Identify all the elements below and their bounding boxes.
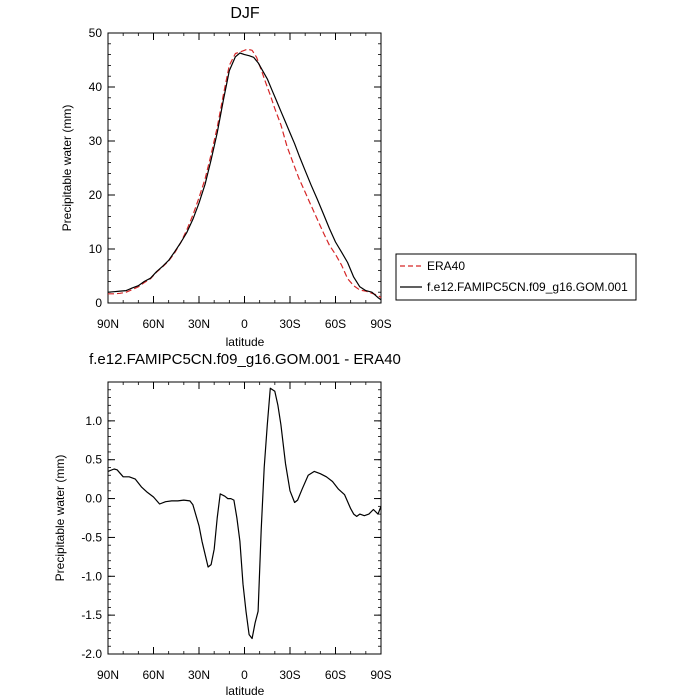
bottom-y-axis-label: Precipitable water (mm) bbox=[53, 455, 67, 582]
y-tick-label: -0.5 bbox=[81, 530, 102, 544]
x-tick-label: 90N bbox=[97, 317, 119, 331]
x-tick-label: 60S bbox=[325, 317, 346, 331]
top-y-axis-label: Precipitable water (mm) bbox=[60, 105, 74, 232]
x-tick-label: 0 bbox=[241, 317, 248, 331]
bottom-plot-frame bbox=[107, 381, 382, 655]
top-x-axis: 90N 60N 30N 0 30S 60S 90S bbox=[97, 33, 392, 331]
y-tick-label: 0 bbox=[95, 296, 102, 310]
x-tick-label: 30S bbox=[279, 317, 300, 331]
y-tick-label: 0.0 bbox=[85, 492, 102, 506]
legend-label-era40: ERA40 bbox=[427, 259, 465, 273]
x-tick-label: 90N bbox=[97, 668, 119, 682]
top-x-axis-label: latitude bbox=[226, 335, 265, 349]
y-tick-label: 40 bbox=[89, 80, 103, 94]
x-tick-label: 30N bbox=[188, 668, 210, 682]
series-line-0-1 bbox=[107, 52, 382, 301]
bottom-x-axis: 90N 60N 30N 0 30S 60S 90S bbox=[97, 382, 392, 682]
y-tick-label: 1.0 bbox=[85, 414, 102, 428]
x-tick-label: 90S bbox=[370, 317, 391, 331]
x-tick-label: 90S bbox=[370, 668, 391, 682]
top-plot-frame bbox=[107, 32, 382, 304]
series-line-0-0 bbox=[108, 48, 382, 299]
top-series-group bbox=[107, 48, 382, 301]
legend-label-model: f.e12.FAMIPC5CN.f09_g16.GOM.001 bbox=[427, 280, 628, 294]
bottom-series-group bbox=[107, 387, 382, 640]
y-tick-label: -1.0 bbox=[81, 569, 102, 583]
x-tick-label: 30S bbox=[279, 668, 300, 682]
y-tick-label: 0.5 bbox=[85, 453, 102, 467]
y-tick-label: 50 bbox=[89, 26, 103, 40]
y-tick-label: 20 bbox=[89, 188, 103, 202]
top-chart-title: DJF bbox=[230, 5, 260, 22]
x-tick-label: 60S bbox=[325, 668, 346, 682]
bottom-panel: f.e12.FAMIPC5CN.f09_g16.GOM.001 - ERA40 … bbox=[53, 351, 401, 698]
x-tick-label: 60N bbox=[142, 668, 164, 682]
legend: ERA40 f.e12.FAMIPC5CN.f09_g16.GOM.001 bbox=[395, 253, 637, 301]
bottom-x-axis-label: latitude bbox=[226, 684, 265, 698]
series-line-1-0 bbox=[107, 387, 382, 640]
top-y-axis: 0 10 20 30 40 50 bbox=[89, 26, 381, 310]
x-tick-label: 30N bbox=[188, 317, 210, 331]
y-tick-label: 10 bbox=[89, 242, 103, 256]
y-tick-label: 30 bbox=[89, 134, 103, 148]
legend-box bbox=[395, 253, 637, 301]
y-tick-label: -1.5 bbox=[81, 608, 102, 622]
x-tick-label: 60N bbox=[142, 317, 164, 331]
bottom-chart-title: f.e12.FAMIPC5CN.f09_g16.GOM.001 - ERA40 bbox=[89, 351, 401, 368]
bottom-y-axis: -2.0 -1.5 -1.0 -0.5 0.0 0.5 1.0 bbox=[81, 381, 381, 661]
y-tick-label: -2.0 bbox=[81, 647, 102, 661]
x-tick-label: 0 bbox=[241, 668, 248, 682]
top-panel: DJF 0 10 20 30 40 50 90N 60N 30N 0 30S 60S 90S Prec… bbox=[60, 5, 392, 349]
